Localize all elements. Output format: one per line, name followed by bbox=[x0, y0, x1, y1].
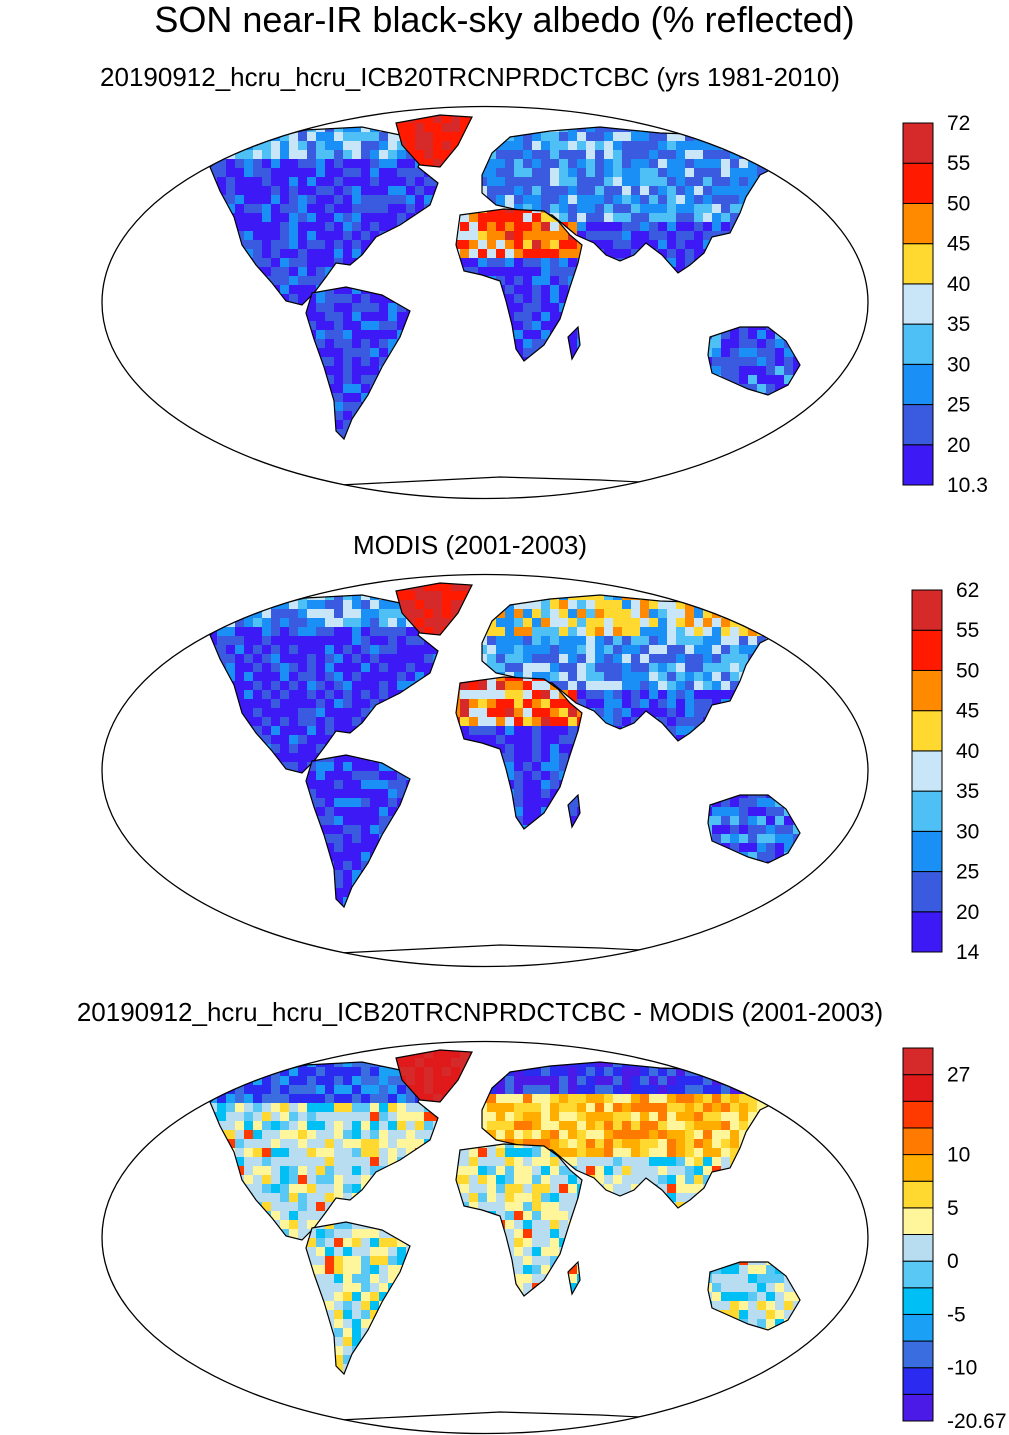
colorbar-box bbox=[903, 324, 933, 364]
colorbar-tick-label: 27 bbox=[947, 1064, 970, 1087]
colorbar-tick-label: 40 bbox=[956, 740, 979, 763]
land-africa bbox=[451, 672, 587, 835]
colorbar-box bbox=[903, 1368, 933, 1395]
map-obs bbox=[100, 573, 870, 968]
colorbar-box bbox=[912, 831, 942, 871]
colorbar-box bbox=[903, 364, 933, 404]
colorbar-tick-label: 62 bbox=[956, 579, 979, 602]
colorbar-box bbox=[903, 1235, 933, 1262]
colorbar-box bbox=[903, 1261, 933, 1288]
colorbar-tick-label: 10 bbox=[947, 1144, 970, 1167]
colorbar-tick-label: 55 bbox=[947, 152, 970, 175]
colorbar-tick-label: 10.3 bbox=[947, 474, 988, 497]
colorbar-box bbox=[903, 1075, 933, 1102]
colorbar-box bbox=[903, 1208, 933, 1235]
colorbar-tick-label: -5 bbox=[947, 1303, 966, 1326]
colorbar-tick-label: 40 bbox=[947, 273, 970, 296]
colorbar-tick-label: 20 bbox=[947, 434, 970, 457]
colorbar-tick-label: 50 bbox=[956, 659, 979, 682]
main-title: SON near-IR black-sky albedo (% reflecte… bbox=[0, 0, 1009, 40]
colorbar-box bbox=[912, 791, 942, 831]
colorbar-box bbox=[912, 670, 942, 710]
colorbar-tick-label: -10 bbox=[947, 1357, 977, 1380]
panel-title-model: 20190912_hcru_hcru_ICB20TRCNPRDCTCBC (yr… bbox=[0, 62, 940, 92]
colorbar-box bbox=[903, 405, 933, 445]
colorbar-tick-label: 25 bbox=[947, 394, 970, 417]
colorbar-box bbox=[903, 1155, 933, 1182]
colorbar-box bbox=[903, 1181, 933, 1208]
colorbar-tick-label: 50 bbox=[947, 192, 970, 215]
colorbar-box bbox=[912, 872, 942, 912]
colorbar-tick-label: 45 bbox=[956, 700, 979, 723]
colorbar-box bbox=[903, 1288, 933, 1315]
colorbar-box bbox=[903, 163, 933, 203]
panel-title-obs: MODIS (2001-2003) bbox=[0, 530, 940, 560]
colorbar-box bbox=[912, 751, 942, 791]
colorbar-tick-label: 30 bbox=[947, 353, 970, 376]
land-africa bbox=[451, 1139, 587, 1302]
colorbar-box bbox=[903, 445, 933, 485]
colorbar-box bbox=[912, 711, 942, 751]
colorbar-tick-label: 5 bbox=[947, 1197, 959, 1220]
panel-title-diff: 20190912_hcru_hcru_ICB20TRCNPRDCTCBC - M… bbox=[0, 997, 960, 1027]
map-diff bbox=[100, 1040, 870, 1435]
colorbar-box bbox=[903, 1314, 933, 1341]
colorbar-tick-label: 14 bbox=[956, 941, 980, 964]
land-southAmerica bbox=[298, 1220, 416, 1383]
land-southAmerica bbox=[298, 753, 416, 916]
land-southAmerica bbox=[298, 285, 416, 448]
colorbar-tick-label: 45 bbox=[947, 233, 970, 256]
colorbar-box bbox=[903, 284, 933, 324]
land-africa bbox=[451, 204, 587, 367]
colorbar-tick-label: 20 bbox=[956, 901, 979, 924]
colorbar-box bbox=[903, 1048, 933, 1075]
colorbar-tick-label: -20.67 bbox=[947, 1410, 1007, 1433]
colorbar-tick-label: 30 bbox=[956, 820, 979, 843]
map-model bbox=[100, 105, 870, 500]
colorbar-box bbox=[903, 203, 933, 243]
colorbar-tick-label: 72 bbox=[947, 112, 970, 135]
colorbar-tick-label: 35 bbox=[956, 780, 979, 803]
colorbar-box bbox=[912, 630, 942, 670]
colorbar-box bbox=[912, 590, 942, 630]
colorbar-box bbox=[903, 123, 933, 163]
colorbar-box bbox=[912, 912, 942, 952]
colorbar-tick-label: 35 bbox=[947, 313, 970, 336]
colorbar-box bbox=[903, 1128, 933, 1155]
colorbar-box bbox=[903, 1394, 933, 1421]
colorbar-tick-label: 55 bbox=[956, 619, 979, 642]
colorbar-box bbox=[903, 244, 933, 284]
colorbar-box bbox=[903, 1101, 933, 1128]
colorbar-tick-label: 25 bbox=[956, 861, 979, 884]
colorbar-box bbox=[903, 1341, 933, 1368]
colorbar-tick-label: 0 bbox=[947, 1250, 959, 1273]
